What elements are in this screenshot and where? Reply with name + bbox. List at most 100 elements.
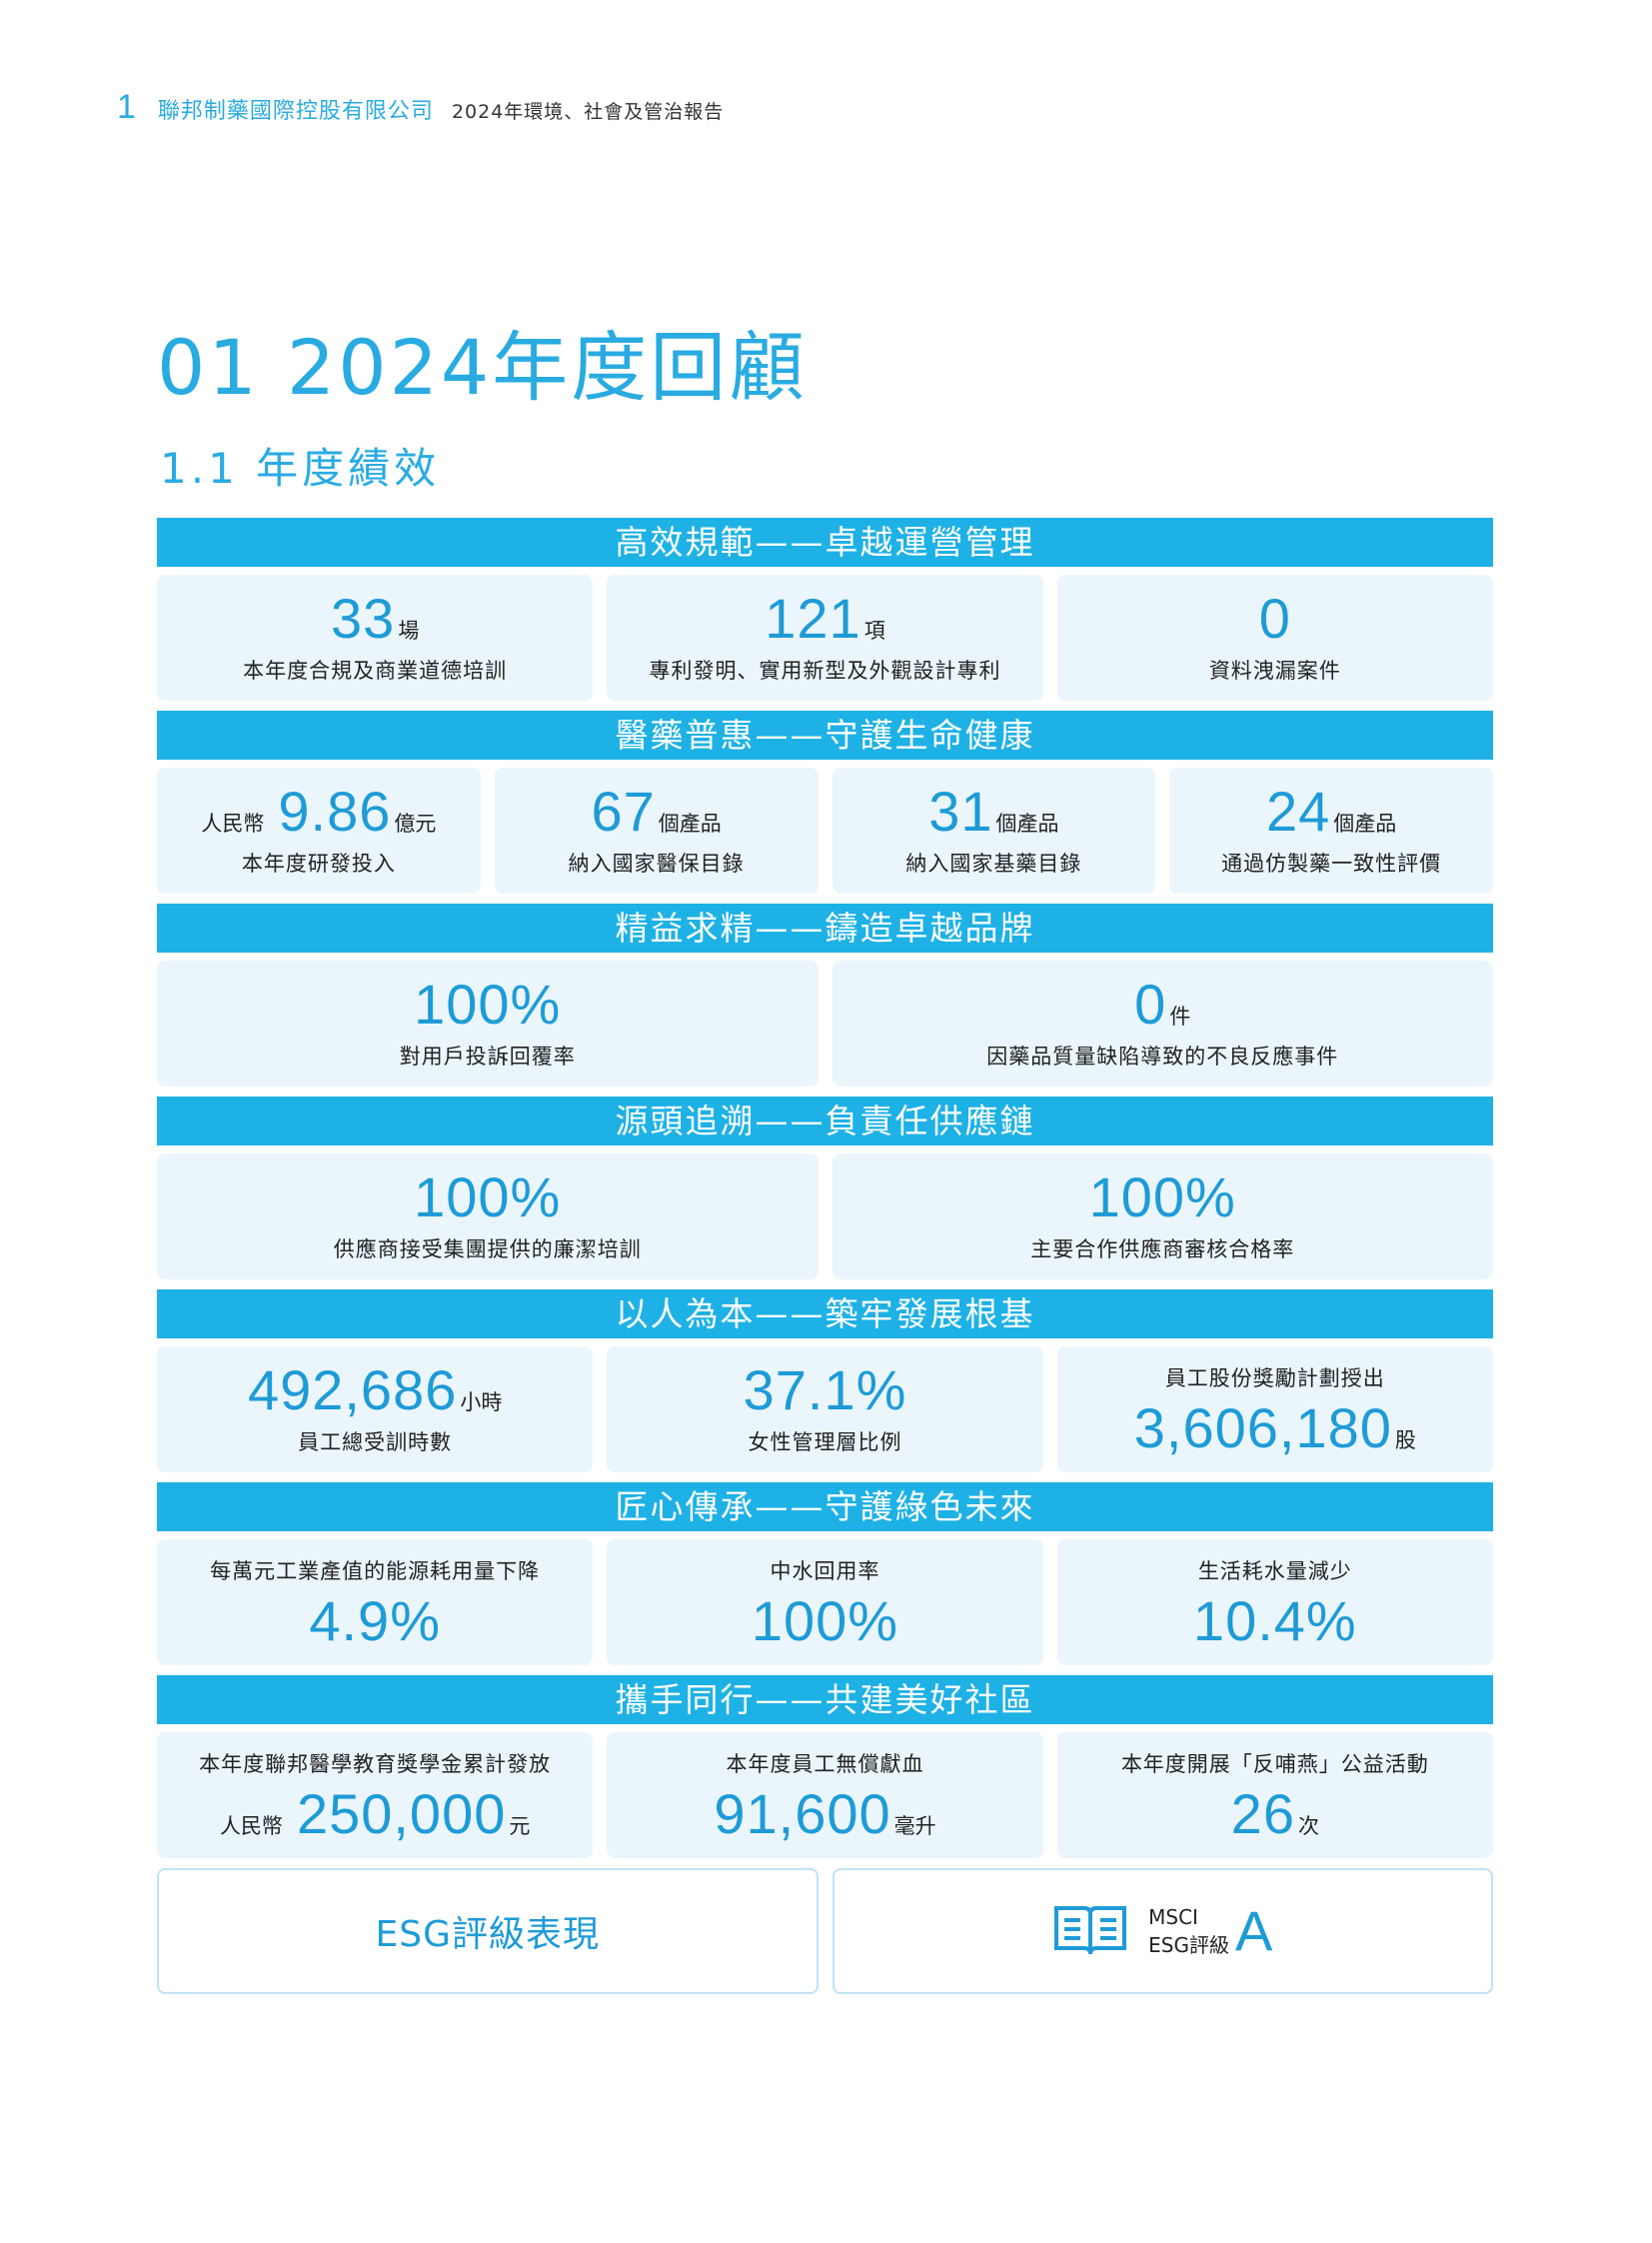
stat-label: 員工總受訓時數	[298, 1430, 453, 1454]
stat-label: 本年度研發投入	[241, 852, 396, 876]
stat-label: 本年度開展「反哺燕」公益活動	[1120, 1752, 1429, 1776]
stat-card-row: 100% 供應商接受集團提供的廉潔培訓 100% 主要合作供應商審核合格率	[157, 1153, 1493, 1279]
section-header: 以人為本——築牢發展根基	[157, 1289, 1493, 1338]
stat-label: 納入國家醫保目錄	[568, 852, 745, 876]
section-header: 匠心傳承——守護綠色未來	[157, 1482, 1493, 1531]
stat-value-group: 4.9%	[309, 1593, 441, 1649]
stat-label: 供應商接受集團提供的廉潔培訓	[333, 1237, 642, 1261]
stat-label: 對用戶投訴回覆率	[399, 1045, 576, 1069]
stat-unit: 件	[1169, 1005, 1191, 1029]
stat-value-group: 33 場	[331, 591, 419, 647]
stat-unit: 個產品	[658, 812, 722, 836]
stat-label: 生活耗水量減少	[1197, 1559, 1352, 1583]
stat-label: 本年度員工無償獻血	[726, 1752, 924, 1776]
stat-value: 100%	[414, 973, 562, 1036]
stat-value-group: 人民幣 9.86 億元	[201, 784, 436, 840]
stat-unit: 個產品	[1333, 812, 1397, 836]
stat-label: 本年度合規及商業道德培訓	[243, 659, 508, 683]
stat-value-group: 10.4%	[1193, 1593, 1357, 1649]
msci-line-1: MSCI	[1148, 1905, 1198, 1929]
section-header: 源頭追溯——負責任供應鏈	[157, 1097, 1493, 1145]
msci-line-2: ESG評級	[1148, 1933, 1229, 1957]
book-icon	[1052, 1898, 1128, 1964]
stat-value: 100%	[414, 1165, 562, 1228]
stat-value: 100%	[1088, 1165, 1236, 1228]
stat-card: 100% 供應商接受集團提供的廉潔培訓	[157, 1153, 819, 1279]
performance-content: 高效規範——卓越運營管理 33 場本年度合規及商業道德培訓 121 項專利發明、實用新型…	[157, 518, 1493, 1994]
stat-value: 4.9%	[309, 1589, 441, 1652]
stat-value-group: 100%	[752, 1593, 898, 1649]
stat-value-group: 26 次	[1231, 1786, 1319, 1842]
stat-unit: 小時	[460, 1390, 503, 1414]
stat-value: 91,600	[714, 1782, 891, 1845]
stat-card: 492,686 小時 員工總受訓時數	[157, 1346, 594, 1472]
company-name: 聯邦制藥國際控股有限公司	[157, 99, 434, 124]
stat-prefix: 人民幣	[201, 812, 265, 836]
stat-value: 0	[1258, 587, 1291, 650]
esg-title-box: ESG評級表現	[157, 1868, 819, 1994]
stat-card: 0 資料洩漏案件	[1056, 575, 1493, 701]
section-subtitle: 1.1 年度績效	[160, 444, 441, 493]
stat-card: 67 個產品納入國家醫保目錄	[494, 768, 819, 894]
stat-card: 31 個產品納入國家基藥目錄	[831, 768, 1156, 894]
stat-value: 100%	[751, 1589, 899, 1652]
stat-prefix: 人民幣	[219, 1814, 283, 1838]
stat-card: 中水回用率 100%	[607, 1539, 1043, 1665]
stat-unit: 個產品	[995, 812, 1059, 836]
stat-unit: 次	[1297, 1814, 1319, 1838]
stat-value: 67	[591, 780, 656, 843]
stat-value: 3,606,180	[1133, 1396, 1392, 1459]
stat-label: 每萬元工業產值的能源耗用量下降	[210, 1559, 541, 1583]
section-header: 醫藥普惠——守護生命健康	[157, 711, 1493, 760]
stat-card: 本年度聯邦醫學教育獎學金累計發放 人民幣 250,000 元	[157, 1732, 594, 1858]
stat-card-row: 每萬元工業產值的能源耗用量下降 4.9% 中水回用率 100% 生活耗水量減少 10.4%	[157, 1539, 1493, 1665]
stat-card-row: 33 場本年度合規及商業道德培訓 121 項專利發明、實用新型及外觀設計專利 0 資料洩漏…	[157, 575, 1493, 701]
stat-card: 員工股份獎勵計劃授出 3,606,180 股	[1056, 1346, 1493, 1472]
page-number: 1	[117, 88, 136, 126]
msci-rating-box: MSCI ESG評級 A	[831, 1868, 1493, 1994]
section-header: 高效規範——卓越運營管理	[157, 518, 1493, 567]
stat-label: 資料洩漏案件	[1208, 659, 1341, 683]
stat-card: 33 場本年度合規及商業道德培訓	[157, 575, 594, 701]
stat-unit: 項	[863, 619, 885, 643]
stat-card: 生活耗水量減少 10.4%	[1056, 1539, 1493, 1665]
stat-card: 人民幣 9.86 億元本年度研發投入	[157, 768, 481, 894]
stat-unit: 毫升	[893, 1814, 936, 1838]
stat-card: 100% 主要合作供應商審核合格率	[831, 1153, 1493, 1279]
stat-card-row: 100% 對用戶投訴回覆率 0 件因藥品質量缺陷導致的不良反應事件	[157, 961, 1493, 1087]
stat-card-row: 人民幣 9.86 億元 本年度研發投入 67 個產品 納入國家醫保目錄 31 個產品 納入國家基藥…	[157, 768, 1493, 894]
stat-value-group: 0	[1259, 591, 1291, 647]
section-header: 攜手同行——共建美好社區	[157, 1675, 1493, 1724]
stat-card-row: 492,686 小時 員工總受訓時數 37.1% 女性管理層比例 員工股份獎勵計劃授出 3,…	[157, 1346, 1493, 1472]
section-header: 精益求精——鑄造卓越品牌	[157, 904, 1493, 953]
stat-value-group: 91,600 毫升	[714, 1786, 935, 1842]
stat-card: 37.1% 女性管理層比例	[607, 1346, 1043, 1472]
stat-value: 33	[331, 587, 396, 650]
stat-card-row: 本年度聯邦醫學教育獎學金累計發放 人民幣 250,000 元 本年度員工無償獻血 91,6…	[157, 1732, 1493, 1858]
report-title: 2024年環境、社會及管治報告	[451, 101, 725, 123]
stat-label: 員工股份獎勵計劃授出	[1164, 1366, 1385, 1390]
stat-value-group: 37.1%	[744, 1362, 907, 1418]
msci-grade: A	[1234, 1899, 1273, 1962]
stat-label: 納入國家基藥目錄	[905, 852, 1082, 876]
stat-label: 專利發明、實用新型及外觀設計專利	[649, 659, 1001, 683]
page-title: 01 2024年度回顧	[157, 323, 809, 412]
msci-label: MSCI ESG評級	[1148, 1903, 1229, 1959]
stat-value: 31	[928, 780, 993, 843]
stat-value-group: 67 個產品	[591, 784, 721, 840]
stat-value-group: 3,606,180 股	[1134, 1400, 1416, 1456]
esg-rating-row: ESG評級表現 MSCI ESG評級 A	[157, 1868, 1493, 1994]
stat-card: 本年度開展「反哺燕」公益活動 26 次	[1056, 1732, 1493, 1858]
stat-value-group: 100%	[1089, 1169, 1236, 1225]
stat-value-group: 人民幣 250,000 元	[220, 1786, 530, 1842]
stat-value: 492,686	[247, 1358, 458, 1421]
stat-card: 0 件因藥品質量缺陷導致的不良反應事件	[831, 961, 1493, 1087]
stat-value-group: 100%	[414, 1169, 561, 1225]
page-header: 1 聯邦制藥國際控股有限公司 2024年環境、社會及管治報告	[117, 88, 724, 127]
stat-value: 0	[1134, 973, 1167, 1036]
stat-value-group: 100%	[414, 977, 561, 1033]
stat-value-group: 121 項	[765, 591, 884, 647]
stat-value: 24	[1265, 780, 1331, 843]
stat-label: 中水回用率	[770, 1559, 880, 1583]
